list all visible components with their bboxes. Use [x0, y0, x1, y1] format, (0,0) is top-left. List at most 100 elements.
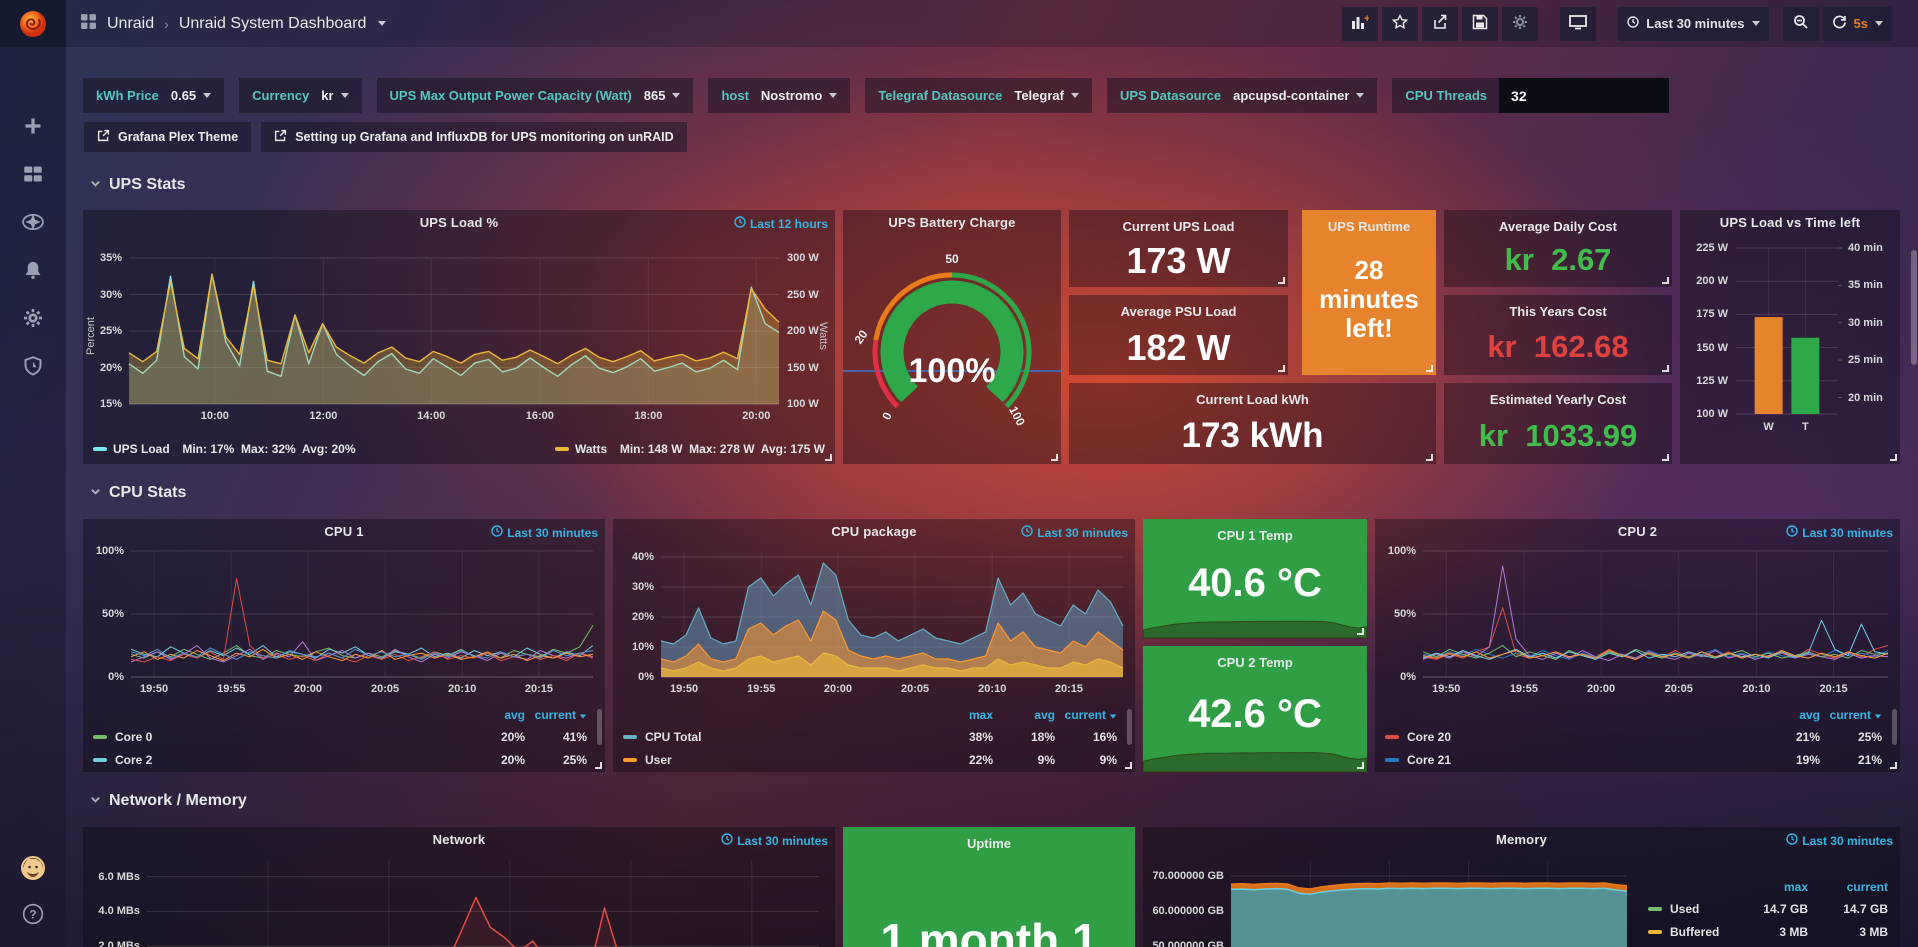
- panel-title[interactable]: UPS Battery Charge: [888, 215, 1016, 230]
- variable-kwh-price[interactable]: kWh Price 0.65: [83, 78, 225, 113]
- variable-value[interactable]: 0.65: [171, 88, 212, 103]
- stat-title[interactable]: CPU 2 Temp: [1217, 655, 1293, 670]
- breadcrumb-root[interactable]: Unraid: [107, 14, 155, 32]
- breadcrumb-page[interactable]: Unraid System Dashboard: [178, 14, 367, 32]
- legend-series-name[interactable]: User: [623, 753, 931, 767]
- panel-title[interactable]: CPU package: [831, 524, 917, 539]
- legend-sort-header[interactable]: current: [1846, 880, 1888, 894]
- panel-resize-handle[interactable]: [825, 454, 832, 461]
- variable-value[interactable]: apcupsd-container: [1233, 88, 1365, 103]
- dashboard-link[interactable]: Setting up Grafana and InfluxDB for UPS …: [261, 122, 687, 152]
- legend-series-name[interactable]: Core 2: [93, 753, 463, 767]
- zoom-out-button[interactable]: [1782, 6, 1819, 41]
- panel-title[interactable]: Network: [432, 832, 486, 847]
- panel-resize-handle[interactable]: [595, 762, 602, 769]
- panel-resize-handle[interactable]: [1662, 365, 1669, 372]
- dashboard-link[interactable]: Grafana Plex Theme: [84, 122, 252, 152]
- legend-sort-header[interactable]: current: [1055, 708, 1117, 722]
- stat-title[interactable]: CPU 1 Temp: [1217, 528, 1293, 543]
- sidebar-item-alerting[interactable]: [0, 249, 66, 295]
- panel-resize-handle[interactable]: [1426, 365, 1433, 372]
- star-button[interactable]: [1382, 6, 1419, 41]
- variable-cpu-threads[interactable]: CPU Threads: [1392, 78, 1670, 113]
- stat-title[interactable]: Estimated Yearly Cost: [1489, 392, 1627, 407]
- variable-value[interactable]: kr: [321, 88, 349, 103]
- stat-title[interactable]: Average PSU Load: [1120, 304, 1237, 319]
- cycle-view-button[interactable]: [1560, 6, 1597, 41]
- add-panel-button[interactable]: +: [1342, 6, 1379, 41]
- clock-icon: [1786, 833, 1798, 848]
- legend-series-name[interactable]: Used: [1648, 902, 1728, 916]
- panel-resize-handle[interactable]: [1357, 628, 1364, 635]
- variable-value[interactable]: Telegraf: [1014, 88, 1079, 103]
- section-cpu-stats[interactable]: CPU Stats: [90, 484, 186, 502]
- legend-scrollbar[interactable]: [597, 709, 602, 745]
- legend-sort-header[interactable]: avg: [1034, 708, 1055, 722]
- variable-value[interactable]: Nostromo: [761, 88, 838, 103]
- legend-sort-header[interactable]: max: [968, 708, 993, 722]
- legend-series-name[interactable]: Core 20: [1385, 730, 1758, 744]
- settings-button[interactable]: [1502, 6, 1539, 41]
- variable-host[interactable]: host Nostromo: [708, 78, 851, 113]
- share-button[interactable]: [1422, 6, 1459, 41]
- sidebar-item-create[interactable]: [0, 105, 66, 151]
- time-picker-button[interactable]: Last 30 minutes: [1618, 6, 1769, 41]
- sidebar-item-user-avatar[interactable]: [0, 847, 66, 893]
- panel-resize-handle[interactable]: [1278, 365, 1285, 372]
- legend-series-name[interactable]: Buffered: [1648, 925, 1728, 939]
- grafana-logo[interactable]: [0, 0, 66, 47]
- variable-value[interactable]: 865: [644, 88, 681, 103]
- panel-resize-handle[interactable]: [1125, 762, 1132, 769]
- legend-series-name[interactable]: Core 21: [1385, 753, 1758, 767]
- panel-resize-handle[interactable]: [1890, 454, 1897, 461]
- panel-title[interactable]: CPU 1: [324, 524, 364, 539]
- legend-sort-header[interactable]: avg: [1799, 708, 1820, 722]
- page-scrollbar[interactable]: [1911, 250, 1917, 365]
- variable-ups-datasource[interactable]: UPS Datasource apcupsd-container: [1106, 78, 1378, 113]
- panel-title[interactable]: UPS Load vs Time left: [1719, 215, 1861, 230]
- panel-resize-handle[interactable]: [1357, 762, 1364, 769]
- sidebar-item-dashboards[interactable]: [0, 153, 66, 199]
- panel-title[interactable]: UPS Load %: [419, 215, 499, 230]
- stat-title[interactable]: Current UPS Load: [1122, 219, 1235, 234]
- caret-down-icon[interactable]: [378, 21, 387, 26]
- legend-scrollbar[interactable]: [1127, 709, 1132, 745]
- legend-sort-header[interactable]: avg: [504, 708, 525, 722]
- stat-title[interactable]: Average Daily Cost: [1498, 219, 1617, 234]
- variable-input[interactable]: [1499, 78, 1670, 113]
- stat-title[interactable]: This Years Cost: [1509, 304, 1607, 319]
- legend-series-name[interactable]: Watts: [574, 442, 614, 456]
- legend-sort-header[interactable]: max: [1783, 880, 1808, 894]
- section-ups-stats[interactable]: UPS Stats: [90, 176, 185, 194]
- legend-series-name[interactable]: CPU Total: [623, 730, 931, 744]
- sidebar-item-configuration[interactable]: [0, 297, 66, 343]
- panel-resize-handle[interactable]: [1426, 454, 1433, 461]
- legend-scrollbar[interactable]: [1892, 709, 1897, 745]
- save-button[interactable]: [1462, 6, 1499, 41]
- legend-series-name[interactable]: Core 0: [93, 730, 463, 744]
- legend-sort-header[interactable]: current: [525, 708, 587, 722]
- sidebar-item-server-admin[interactable]: [0, 345, 66, 391]
- variable-telegraf-datasource[interactable]: Telegraf Datasource Telegraf: [865, 78, 1092, 113]
- panel-resize-handle[interactable]: [1662, 454, 1669, 461]
- sidebar-item-help[interactable]: ?: [0, 893, 66, 939]
- stat-title[interactable]: Uptime: [966, 836, 1012, 851]
- panel-resize-handle[interactable]: [1890, 762, 1897, 769]
- breadcrumb: Unraid › Unraid System Dashboard: [80, 13, 387, 35]
- panel-resize-handle[interactable]: [1662, 277, 1669, 284]
- panel-resize-handle[interactable]: [1278, 277, 1285, 284]
- dashboards-grid-icon[interactable]: [80, 13, 97, 35]
- refresh-button[interactable]: 5s: [1822, 6, 1892, 41]
- panel-resize-handle[interactable]: [1051, 454, 1058, 461]
- legend-series-name[interactable]: UPS Load: [113, 442, 177, 456]
- stat-title[interactable]: Current Load kWh: [1196, 392, 1309, 407]
- panel-title[interactable]: Memory: [1495, 832, 1548, 847]
- legend-sort-header[interactable]: current: [1820, 708, 1882, 722]
- variable-currency[interactable]: Currency kr: [239, 78, 362, 113]
- variable-ups-max-output-power-capacity-watt-[interactable]: UPS Max Output Power Capacity (Watt) 865: [376, 78, 694, 113]
- panel-title[interactable]: CPU 2: [1617, 524, 1658, 539]
- y-axis-tick: 30%: [631, 581, 654, 593]
- stat-title[interactable]: UPS Runtime: [1327, 219, 1411, 234]
- sidebar-item-explore[interactable]: [0, 201, 66, 247]
- section-network-memory[interactable]: Network / Memory: [90, 792, 247, 810]
